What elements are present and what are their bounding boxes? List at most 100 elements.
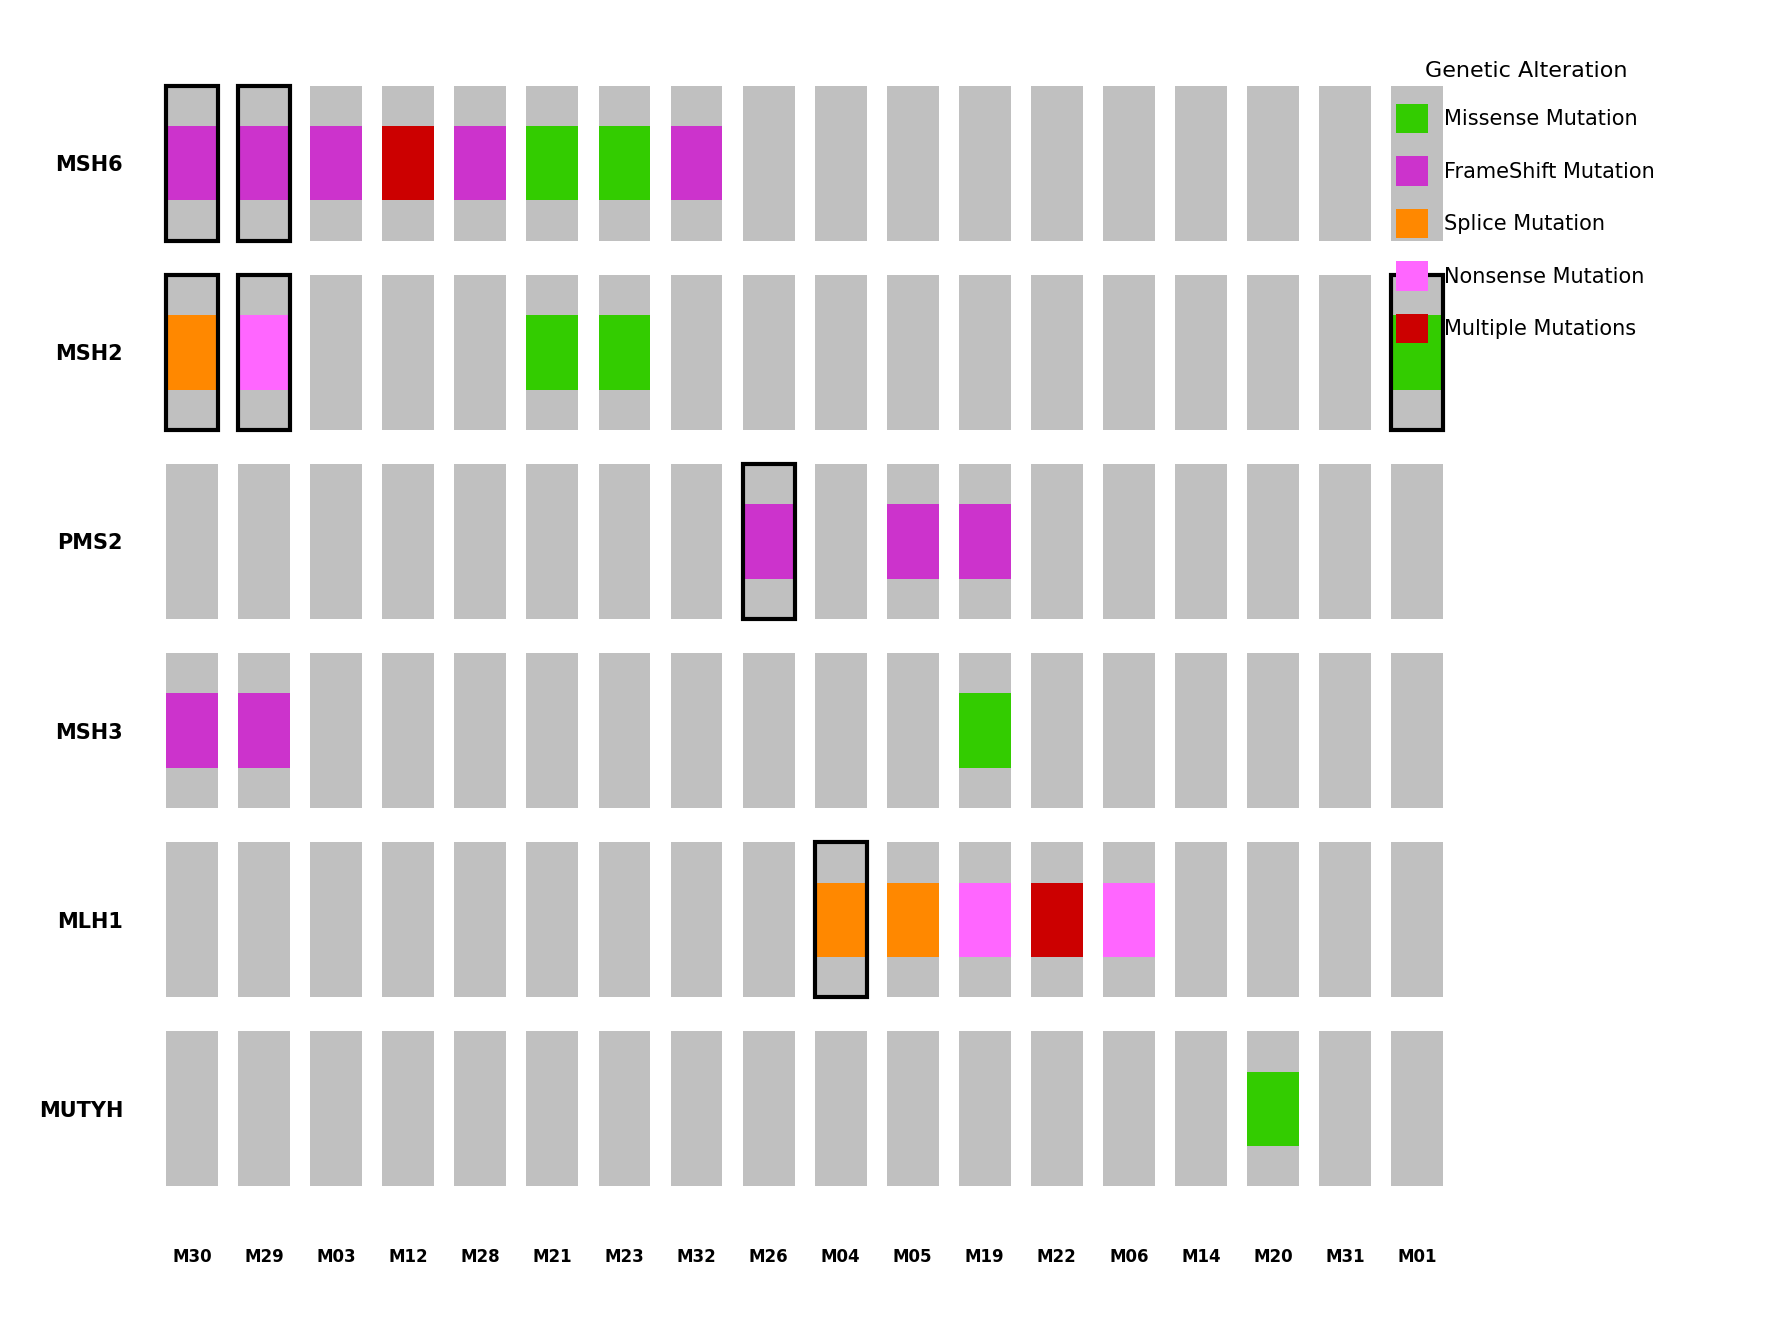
Bar (886, 882, 939, 957)
Bar (526, 463, 578, 619)
Bar (1247, 1031, 1299, 1186)
Bar (237, 86, 291, 241)
Bar (670, 653, 723, 809)
Bar (383, 86, 434, 241)
Bar (742, 463, 794, 619)
Bar (1318, 86, 1372, 241)
Bar (959, 505, 1010, 578)
Bar (1391, 653, 1442, 809)
Bar (310, 463, 361, 619)
Bar (742, 842, 794, 998)
Bar (815, 274, 867, 430)
Bar (383, 1031, 434, 1186)
Bar (1391, 842, 1442, 998)
Bar (599, 653, 650, 809)
Bar (1247, 842, 1299, 998)
Bar (310, 653, 361, 809)
Bar (886, 1031, 939, 1186)
Bar (886, 86, 939, 241)
Legend: Missense Mutation, FrameShift Mutation, Splice Mutation, Nonsense Mutation, Mult: Missense Mutation, FrameShift Mutation, … (1386, 51, 1666, 353)
Bar (886, 274, 939, 430)
Bar (599, 274, 650, 430)
Bar (1102, 86, 1155, 241)
Bar (1247, 653, 1299, 809)
Bar (1247, 274, 1299, 430)
Bar (167, 274, 218, 430)
Bar (670, 463, 723, 619)
Bar (1031, 653, 1083, 809)
Bar (454, 842, 507, 998)
Bar (1247, 1071, 1299, 1146)
Bar (383, 274, 434, 430)
Bar (237, 463, 291, 619)
Bar (167, 694, 218, 767)
Bar (1391, 315, 1442, 390)
Bar (1102, 463, 1155, 619)
Bar (815, 842, 867, 998)
Bar (167, 274, 218, 430)
Bar (1247, 463, 1299, 619)
Bar (237, 86, 291, 241)
Bar (959, 463, 1010, 619)
Bar (959, 882, 1010, 957)
Bar (167, 86, 218, 241)
Bar (237, 694, 291, 767)
Bar (454, 653, 507, 809)
Bar (1175, 274, 1226, 430)
Bar (1318, 1031, 1372, 1186)
Bar (959, 694, 1010, 767)
Bar (599, 463, 650, 619)
Bar (1102, 842, 1155, 998)
Bar (599, 315, 650, 390)
Bar (599, 86, 650, 241)
Bar (1031, 86, 1083, 241)
Bar (599, 126, 650, 201)
Bar (742, 274, 794, 430)
Bar (815, 882, 867, 957)
Bar (959, 86, 1010, 241)
Bar (815, 463, 867, 619)
Bar (599, 842, 650, 998)
Bar (670, 86, 723, 241)
Bar (1102, 653, 1155, 809)
Bar (526, 842, 578, 998)
Bar (959, 653, 1010, 809)
Bar (959, 274, 1010, 430)
Bar (526, 126, 578, 201)
Bar (815, 842, 867, 998)
Bar (1391, 274, 1442, 430)
Bar (1031, 882, 1083, 957)
Bar (742, 653, 794, 809)
Bar (454, 126, 507, 201)
Bar (167, 653, 218, 809)
Bar (383, 653, 434, 809)
Bar (310, 842, 361, 998)
Bar (670, 1031, 723, 1186)
Bar (670, 842, 723, 998)
Bar (1391, 274, 1442, 430)
Bar (815, 86, 867, 241)
Bar (1175, 842, 1226, 998)
Bar (167, 126, 218, 201)
Bar (454, 274, 507, 430)
Bar (815, 1031, 867, 1186)
Bar (1318, 653, 1372, 809)
Bar (959, 842, 1010, 998)
Bar (167, 86, 218, 241)
Bar (526, 315, 578, 390)
Bar (237, 842, 291, 998)
Bar (526, 1031, 578, 1186)
Bar (742, 463, 794, 619)
Bar (886, 653, 939, 809)
Bar (670, 126, 723, 201)
Bar (237, 315, 291, 390)
Bar (1031, 274, 1083, 430)
Bar (237, 274, 291, 430)
Bar (1175, 653, 1226, 809)
Bar (454, 86, 507, 241)
Bar (526, 274, 578, 430)
Bar (1175, 1031, 1226, 1186)
Bar (1247, 86, 1299, 241)
Bar (1391, 86, 1442, 241)
Bar (742, 86, 794, 241)
